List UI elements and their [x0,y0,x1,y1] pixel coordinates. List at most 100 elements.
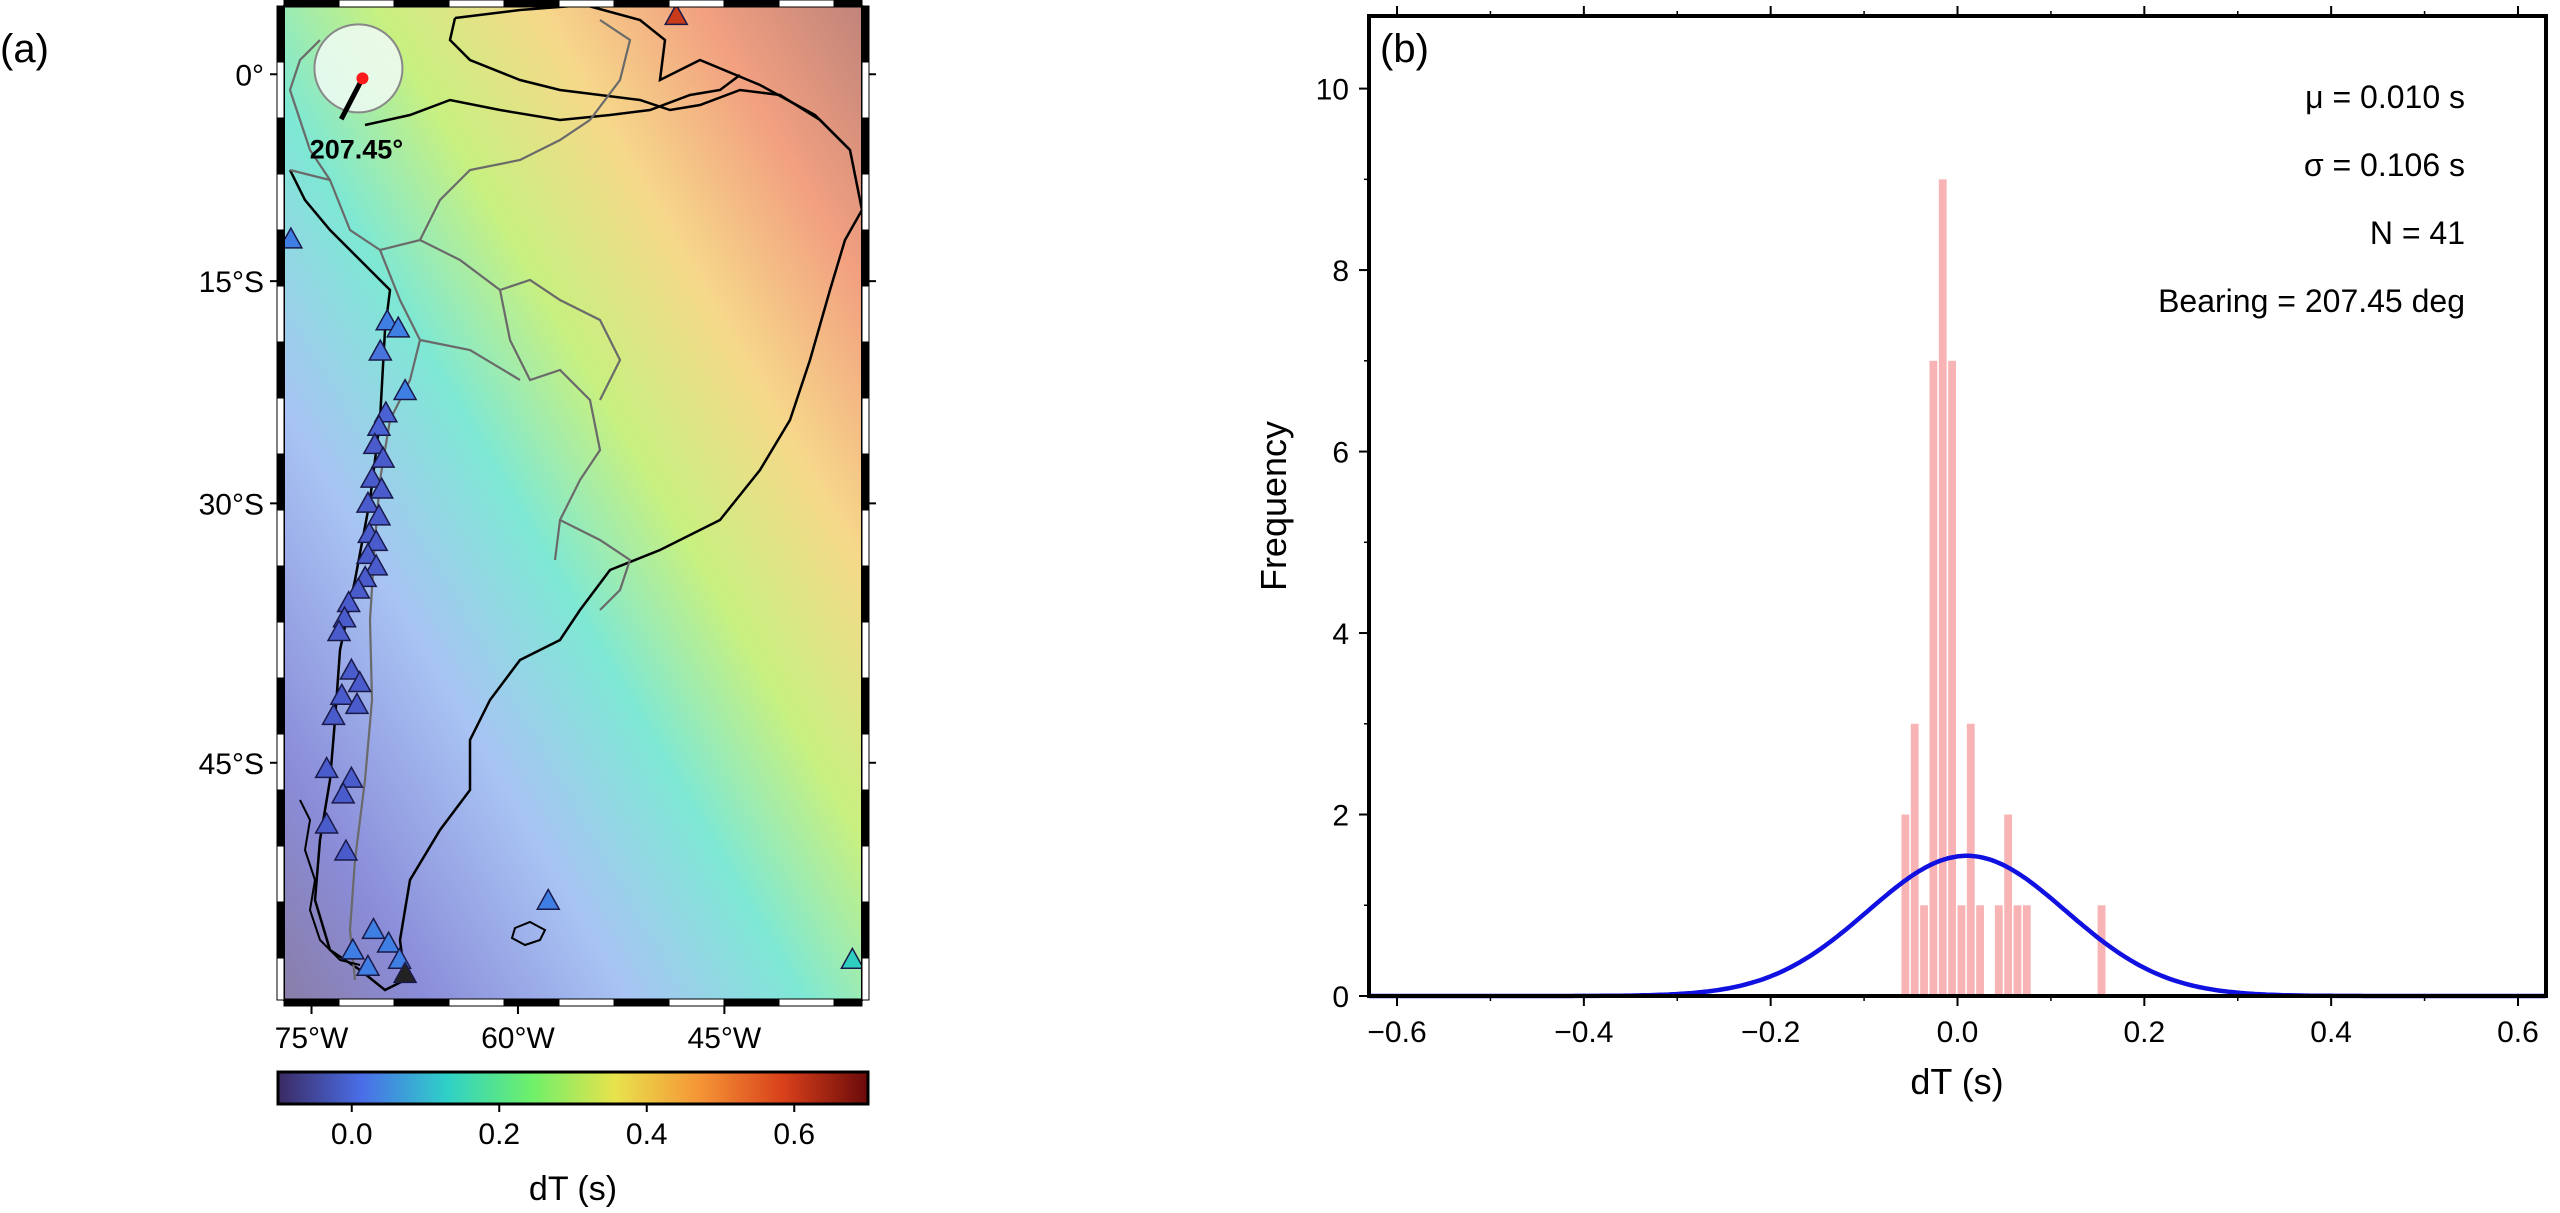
station-marker [374,308,400,331]
stat-count: N = 41 [2370,215,2465,251]
frame-check-bottom [558,998,615,1007]
frame-check-bottom [283,998,340,1007]
frame-check-left [276,341,285,399]
histogram-bar [2022,905,2031,996]
lat-tick-label: 15°S [199,266,264,299]
panel-label-b: (b) [1380,27,1429,71]
frame-check-left [276,173,285,231]
histogram-bar [1957,905,1966,996]
frame-check-top [558,0,615,8]
station-marker [339,657,364,680]
amazon-river [364,74,741,127]
frame-check-left [276,509,285,567]
station-marker [278,226,304,249]
stat-mean: μ = 0.010 s [2305,79,2465,115]
bearing-circle [313,23,404,114]
histogram-bars [1901,179,2106,997]
station-marker [355,542,381,565]
frame-check-right [861,453,870,511]
bearing-line [339,77,365,121]
colorbar-tick-label: 0.4 [626,1118,668,1151]
y-tick-label: 10 [1316,74,1349,107]
x-axis-label: dT (s) [1910,1061,2003,1102]
histogram-bar [1901,814,1910,996]
frame-check-right [861,173,870,231]
frame-check-right [861,901,870,959]
frame-check-right [861,117,870,175]
x-tick-label: 0.4 [2310,1016,2352,1049]
colorbar-tick-label: 0.2 [478,1118,520,1151]
frame-check-bottom [393,998,450,1007]
frame-check-bottom [723,998,780,1007]
frame-check-left [276,453,285,511]
lat-tick-label: 0° [235,59,264,92]
stat-sigma: σ = 0.106 s [2304,147,2465,183]
frame-check-right [861,5,870,63]
station-marker [321,703,346,726]
frame-check-left [276,117,285,175]
histogram-bar [1938,179,1947,997]
colorbar-tick-label: 0.0 [331,1118,373,1151]
frame-check-right [861,733,870,791]
panel-label-a: (a) [0,27,49,71]
station-marker [376,930,401,953]
frame-check-right [861,229,870,287]
frame-check-right [861,61,870,119]
histogram-x-ticks: −0.6 −0.4 −0.2 0.0 0.2 0.4 0.6 [1367,6,2539,1049]
frame-check-left [276,397,285,455]
station-marker [840,946,865,969]
x-tick-label: −0.4 [1554,1016,1613,1049]
station-marker [361,916,386,940]
colorbar-label: dT (s) [529,1170,617,1208]
frame-check-right [861,789,870,847]
frame-check-top [448,0,505,8]
x-tick-label: −0.2 [1741,1016,1800,1049]
x-tick-label: 0.2 [2123,1016,2165,1049]
station-marker [392,378,418,401]
station-marker [336,590,361,613]
frame-check-bottom [503,998,560,1007]
station-marker [535,887,561,911]
frame-check-left [276,677,285,735]
frame-check-left [276,229,285,287]
histogram-bar [1966,723,1975,996]
frame-check-bottom [778,998,835,1007]
y-tick-label: 4 [1332,618,1349,651]
frame-check-bottom [338,998,395,1007]
map-frame-checker [276,0,870,1007]
lat-tick-label: 30°S [199,488,264,521]
frame-check-right [861,509,870,567]
histogram-bar [1948,360,1956,996]
stats-annotation: μ = 0.010 s σ = 0.106 s N = 41 Bearing =… [2158,79,2465,319]
x-tick-label: 0.6 [2497,1016,2539,1049]
frame-check-bottom [613,998,670,1007]
frame-check-top [393,0,450,8]
falkland-islands [510,920,547,947]
frame-check-left [276,621,285,679]
frame-check-top [283,0,340,8]
frame-check-bottom [448,998,505,1007]
frame-check-right [861,957,870,1001]
coastline-north [448,17,849,149]
station-marker [363,553,389,576]
frame-check-right [861,565,870,623]
histogram-bar [1976,905,1985,996]
histogram-bar [1994,905,2003,996]
frame-check-left [276,61,285,119]
frame-check-right [861,677,870,735]
station-marker [339,765,364,788]
frame-check-top [778,0,835,8]
station-marker [340,937,366,960]
lon-tick-label: 60°W [481,1022,555,1055]
histogram-y-ticks: 0 2 4 6 8 10 [1316,74,1369,1014]
colorbar: 0.0 0.2 0.4 0.6 dT (s) [276,1070,870,1208]
histogram-bar [1929,360,1938,996]
map-panel: (a) 207.45° [0,0,876,1208]
frame-check-left [276,901,285,959]
frame-check-left [276,733,285,791]
station-marker [366,413,392,437]
station-marker [370,445,396,468]
station-marker [347,670,372,693]
southern-archipelago [299,799,361,966]
